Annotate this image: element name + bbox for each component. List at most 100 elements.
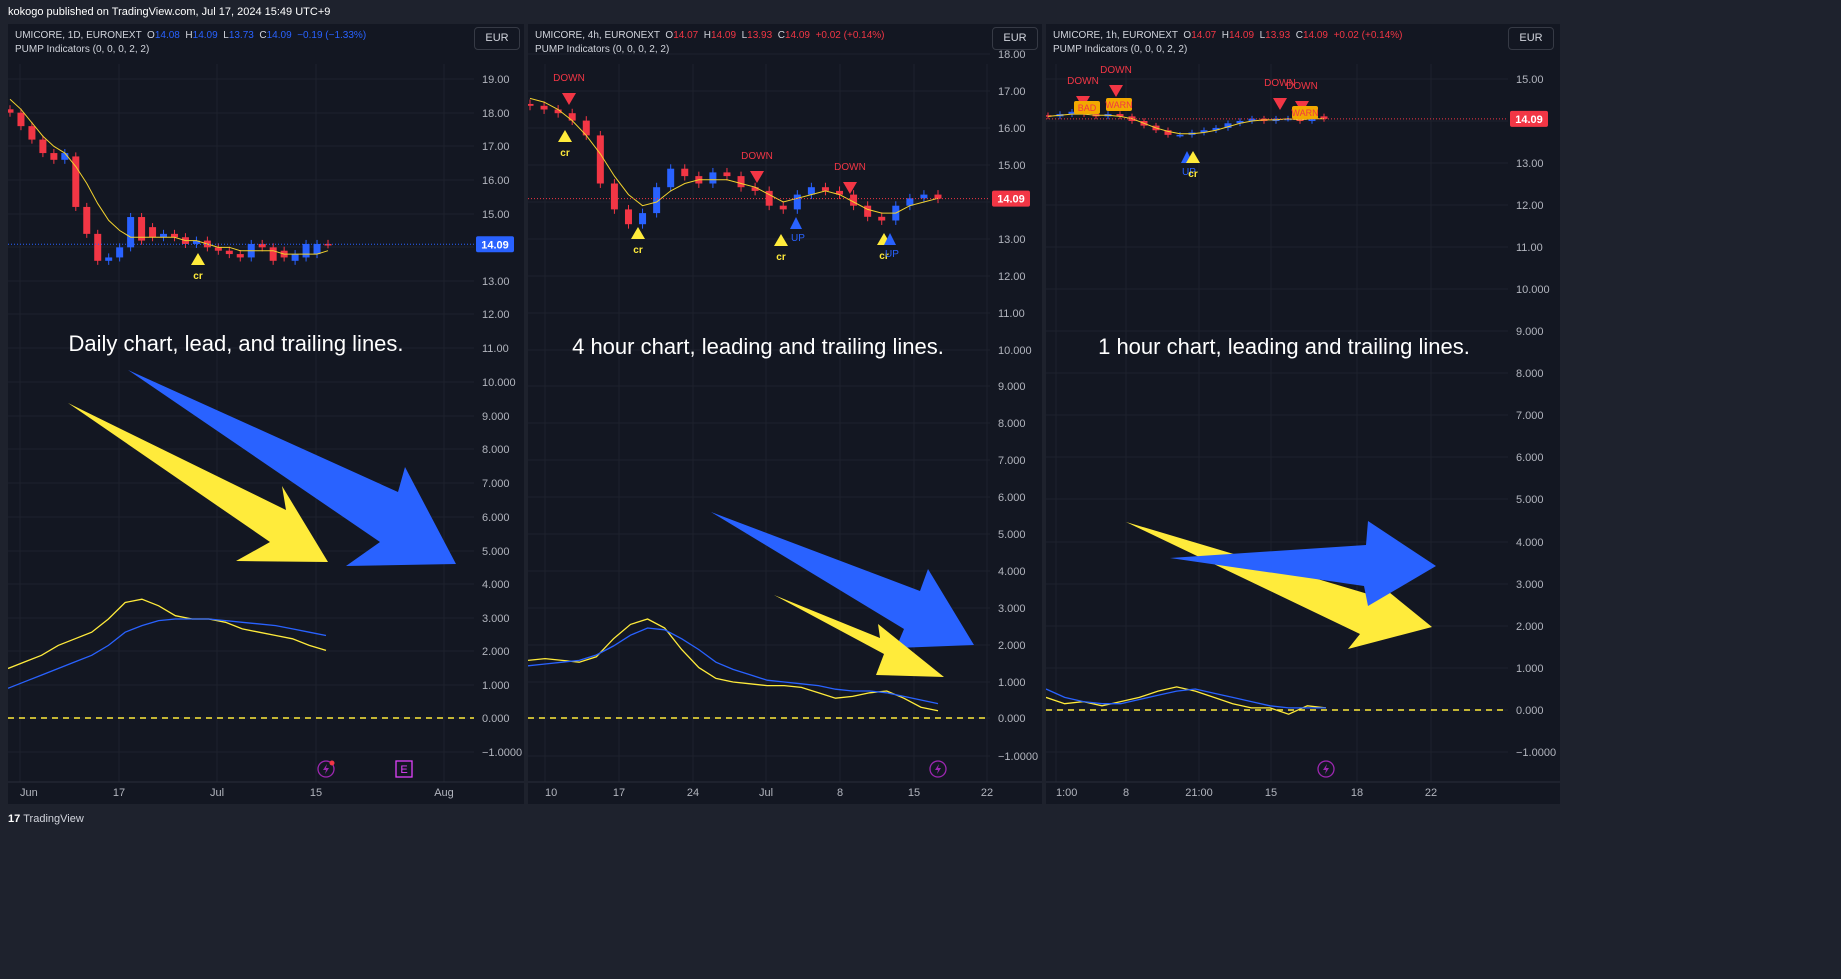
- signal-warn-tag: [1106, 98, 1132, 111]
- annotation-text: Daily chart, lead, and trailing lines.: [68, 331, 403, 356]
- currency-button[interactable]: EUR: [992, 27, 1038, 50]
- signal-up-marker: [884, 233, 896, 245]
- signal-down-marker: [562, 93, 576, 105]
- price-axis-label: 17.00: [482, 141, 510, 153]
- chart-panel-4h[interactable]: 18.0017.0016.0015.0014.0013.0012.0011.00…: [528, 24, 1042, 804]
- brand-logo[interactable]: 17 TradingView: [8, 813, 84, 825]
- price-axis-label: 16.00: [482, 175, 510, 187]
- osc-axis-label: 7.000: [998, 455, 1026, 467]
- x-axis-label: 21:00: [1185, 787, 1213, 799]
- candle: [258, 243, 266, 248]
- annotation-text: 1 hour chart, leading and trailing lines…: [1098, 334, 1470, 359]
- candle: [1176, 134, 1184, 137]
- candle: [8, 109, 14, 113]
- price-axis-label: 19.00: [482, 74, 510, 86]
- earnings-icon: [395, 760, 413, 778]
- osc-axis-label: 9.000: [998, 381, 1026, 393]
- candle: [836, 190, 844, 195]
- candle: [864, 205, 872, 217]
- candle: [807, 187, 815, 195]
- candle: [920, 194, 928, 199]
- signal-up-label: UP: [1182, 167, 1196, 178]
- bottom-bar: 17 TradingView: [0, 804, 1568, 834]
- signal-down-label: DOWN: [1264, 78, 1296, 89]
- price-axis-label: 13.00: [1516, 158, 1544, 170]
- candle: [610, 183, 618, 210]
- price-axis-label: −1.0000: [1516, 747, 1556, 759]
- candle: [72, 156, 80, 207]
- candle: [1164, 130, 1172, 135]
- price-axis-label: 12.00: [998, 271, 1026, 283]
- candle: [170, 233, 178, 238]
- osc-axis-label: 0.000: [482, 713, 510, 725]
- candle: [709, 172, 717, 184]
- x-axis-label: Jun: [20, 787, 38, 799]
- x-axis-label: 22: [981, 787, 993, 799]
- price-tag: [1510, 110, 1548, 127]
- candle: [934, 194, 942, 199]
- yellow-arrow: [1126, 522, 1432, 649]
- chart-canvas[interactable]: 18.0017.0016.0015.0014.0013.0012.0011.00…: [528, 24, 1042, 804]
- signal-warn-label: WARN: [1105, 100, 1132, 110]
- chart-panel-daily[interactable]: 19.0018.0017.0016.0015.0014.0013.0012.00…: [8, 24, 524, 804]
- x-axis-label: 8: [1123, 787, 1129, 799]
- price-axis-label: 13.00: [482, 276, 510, 288]
- annotation-text: 4 hour chart, leading and trailing lines…: [572, 334, 944, 359]
- moving-average-line: [529, 97, 939, 214]
- price-tag-label: 14.09: [997, 194, 1025, 206]
- currency-button[interactable]: EUR: [474, 27, 520, 50]
- candle: [568, 113, 576, 121]
- x-axis-label: 15: [908, 787, 920, 799]
- chart-panel-1h[interactable]: 15.0014.0013.0012.0011.0010.0009.0008.00…: [1046, 24, 1560, 804]
- candle: [225, 250, 233, 255]
- osc-axis-label: 3.000: [998, 603, 1026, 615]
- currency-button[interactable]: EUR: [1508, 27, 1554, 50]
- candle: [83, 206, 91, 234]
- x-axis-label: 10: [545, 787, 557, 799]
- price-axis-label: 15.00: [482, 209, 510, 221]
- price-tag-label: 14.09: [1515, 114, 1543, 126]
- candle: [751, 187, 759, 191]
- x-axis-label: 17: [113, 787, 125, 799]
- candle: [765, 190, 773, 206]
- candle: [554, 109, 562, 114]
- candle: [61, 153, 69, 160]
- publisher-bar: kokogo published on TradingView.com, Jul…: [0, 0, 1568, 24]
- osc-lead-line: [8, 598, 327, 670]
- blue-arrow: [1170, 521, 1436, 606]
- price-axis-label: 16.00: [998, 123, 1026, 135]
- price-axis-label: 18.00: [998, 49, 1026, 61]
- candle: [50, 153, 58, 160]
- osc-trail-line: [1046, 688, 1326, 709]
- candle: [28, 126, 36, 140]
- price-axis-label: 10.000: [998, 345, 1032, 357]
- chart-canvas[interactable]: 15.0014.0013.0012.0011.0010.0009.0008.00…: [1046, 24, 1560, 804]
- osc-axis-label: 3.000: [482, 613, 510, 625]
- candle: [1248, 118, 1256, 121]
- indicator-label: PUMP Indicators (0, 0, 0, 2, 2): [1053, 44, 1188, 55]
- osc-axis-label: 5.000: [998, 529, 1026, 541]
- candle: [582, 120, 590, 136]
- signal-down-label: DOWN: [741, 151, 773, 162]
- candle: [653, 187, 661, 214]
- osc-axis-label: 5.000: [482, 546, 510, 558]
- signal-cr-label: cr: [560, 148, 570, 159]
- signal-down-label: DOWN: [1100, 65, 1132, 76]
- candle: [236, 254, 244, 258]
- lightning-icon: [317, 760, 335, 778]
- signal-down-label: DOWN: [834, 162, 866, 173]
- candle: [639, 213, 647, 225]
- indicator-label: PUMP Indicators (0, 0, 0, 2, 2): [15, 44, 150, 55]
- candle: [1224, 123, 1232, 128]
- signal-cr-label: cr: [879, 251, 889, 262]
- chart-canvas[interactable]: 19.0018.0017.0016.0015.0014.0013.0012.00…: [8, 24, 524, 804]
- candle: [105, 257, 113, 261]
- signal-cr-marker: [558, 130, 572, 142]
- lightning-icon: [929, 760, 947, 778]
- price-tag: [992, 190, 1030, 207]
- signal-down-marker: [750, 171, 764, 183]
- price-tag-label: 14.09: [481, 239, 509, 251]
- osc-axis-label: 4.000: [998, 566, 1026, 578]
- candle: [821, 187, 829, 191]
- candle: [540, 105, 548, 110]
